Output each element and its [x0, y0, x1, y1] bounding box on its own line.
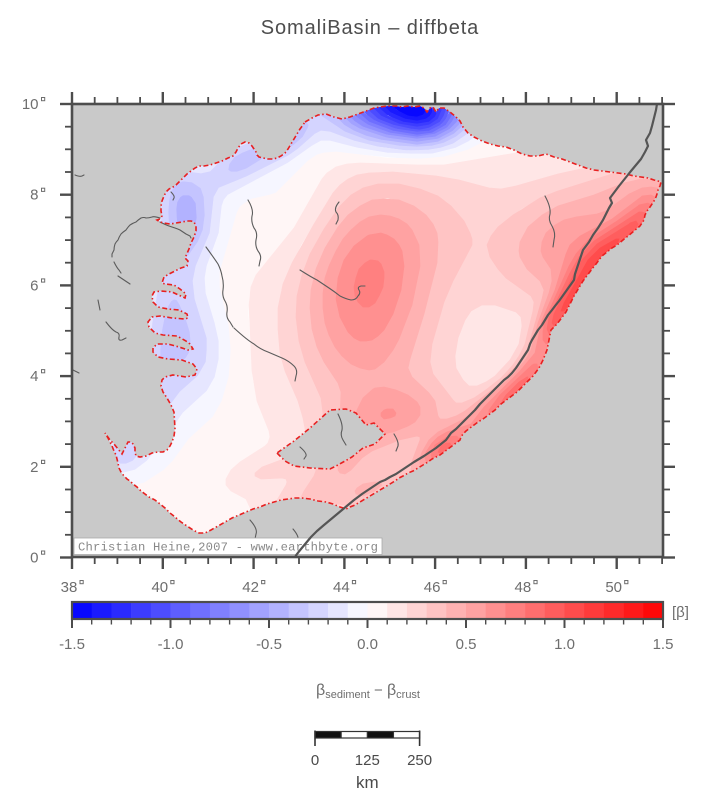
- svg-text:8: 8: [30, 187, 38, 204]
- svg-text:-0.5: -0.5: [256, 636, 282, 653]
- svg-text:0: 0: [30, 550, 38, 567]
- svg-text:1.5: 1.5: [653, 636, 674, 653]
- svg-text:0.5: 0.5: [456, 636, 477, 653]
- svg-text:[β]: [β]: [672, 604, 689, 621]
- svg-text:-1.0: -1.0: [158, 636, 184, 653]
- svg-text:40: 40: [151, 579, 168, 596]
- svg-text:48: 48: [515, 579, 532, 596]
- svg-text:4: 4: [30, 368, 38, 385]
- svg-text:SomaliBasin – diffbeta: SomaliBasin – diffbeta: [261, 17, 479, 39]
- svg-text:38: 38: [61, 579, 78, 596]
- svg-text:44: 44: [333, 579, 350, 596]
- svg-text:10: 10: [22, 96, 39, 113]
- svg-text:46: 46: [424, 579, 441, 596]
- svg-text:0.0: 0.0: [357, 636, 378, 653]
- svg-text:-1.5: -1.5: [59, 636, 85, 653]
- svg-text:250: 250: [407, 752, 432, 769]
- svg-text:0: 0: [311, 752, 319, 769]
- svg-text:125: 125: [355, 752, 380, 769]
- svg-text:42: 42: [242, 579, 259, 596]
- svg-text:6: 6: [30, 277, 38, 294]
- svg-text:km: km: [356, 773, 379, 792]
- svg-text:50: 50: [605, 579, 622, 596]
- svg-text:2: 2: [30, 459, 38, 476]
- svg-text:Christian Heine,2007 - www.ear: Christian Heine,2007 - www.earthbyte.org: [78, 541, 378, 555]
- svg-text:1.0: 1.0: [554, 636, 575, 653]
